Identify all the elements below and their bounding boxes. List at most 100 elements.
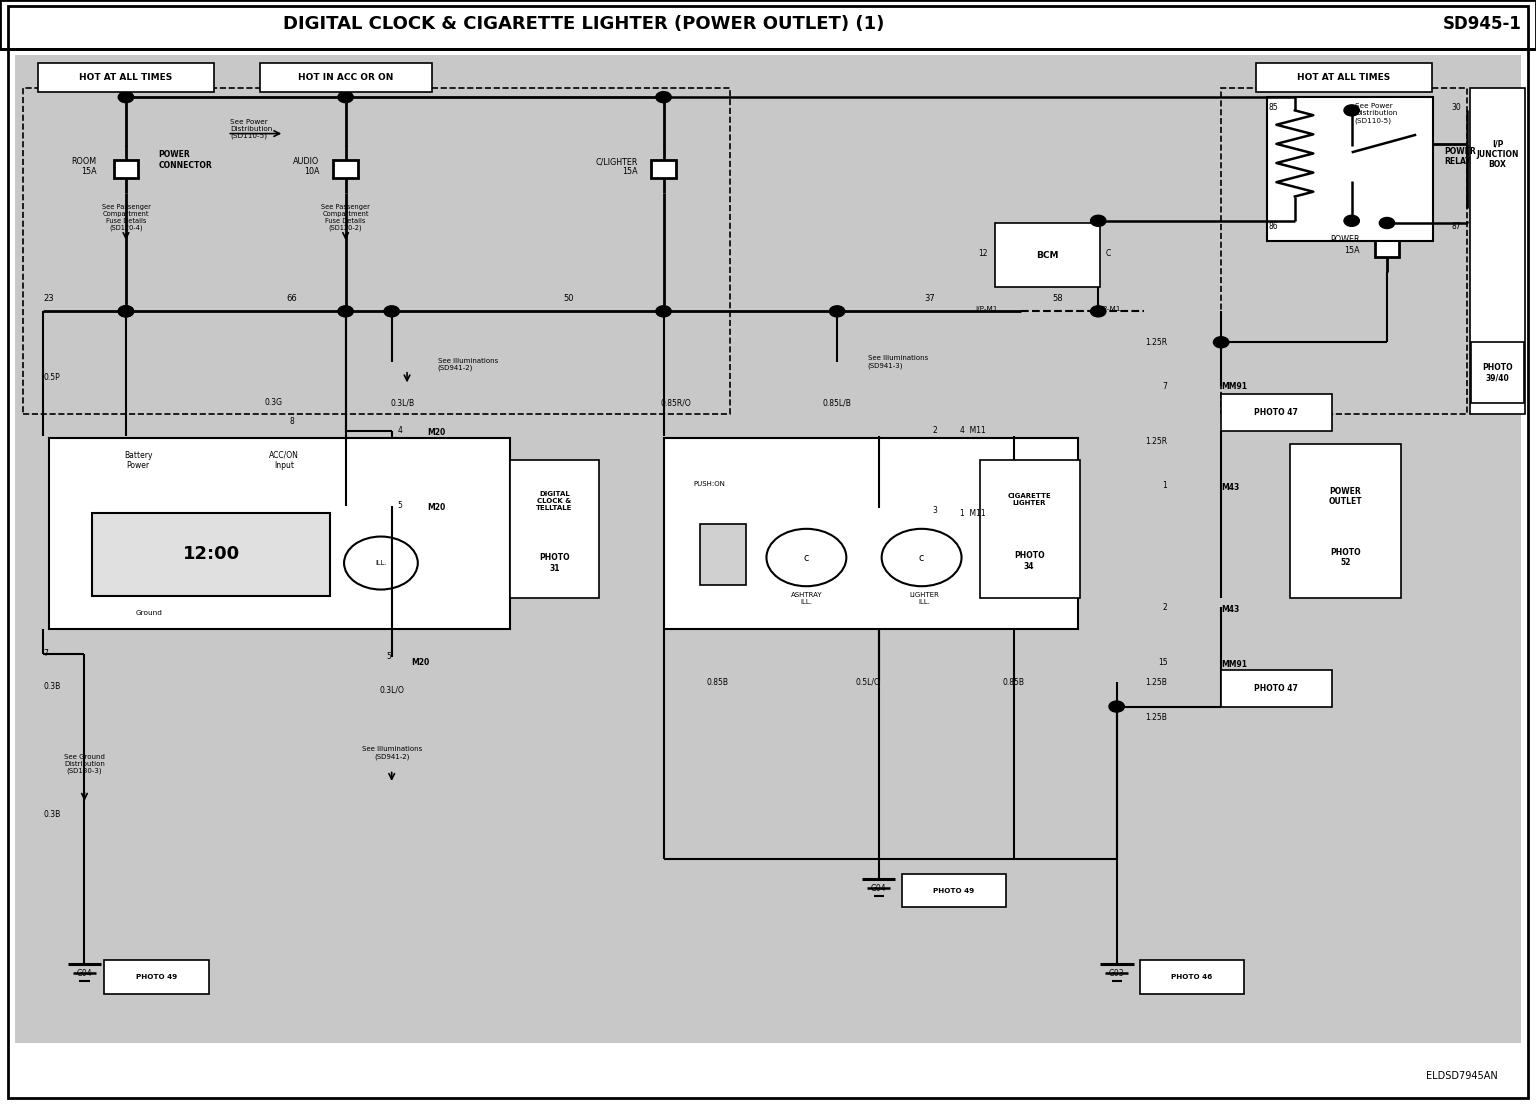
Text: 7: 7 <box>43 649 48 658</box>
Text: 0.3B: 0.3B <box>43 682 60 691</box>
Bar <box>333 160 358 178</box>
Bar <box>1221 394 1332 431</box>
Text: PUSH:ON: PUSH:ON <box>694 480 725 487</box>
Text: 1: 1 <box>1163 481 1167 490</box>
Text: PHOTO
52: PHOTO 52 <box>1330 548 1361 567</box>
Text: 66: 66 <box>287 294 296 302</box>
Text: See Power
Distribution
(SD110-5): See Power Distribution (SD110-5) <box>230 119 273 139</box>
Bar <box>980 460 1080 598</box>
Text: MM91: MM91 <box>1221 660 1247 669</box>
Text: 8: 8 <box>289 417 295 426</box>
Text: 23: 23 <box>43 294 54 302</box>
Text: DIGITAL
CLOCK &
TELLTALE: DIGITAL CLOCK & TELLTALE <box>536 491 573 511</box>
Text: M43: M43 <box>1221 605 1240 614</box>
Text: ACC/ON
Input: ACC/ON Input <box>269 450 300 470</box>
Text: HOT AT ALL TIMES: HOT AT ALL TIMES <box>80 73 172 82</box>
Text: 4: 4 <box>398 426 402 435</box>
Text: BCM: BCM <box>1037 251 1058 259</box>
Text: 0.85R/O: 0.85R/O <box>660 399 691 407</box>
Text: 5: 5 <box>387 652 392 661</box>
Text: 30: 30 <box>1452 103 1461 112</box>
Text: SD945-1: SD945-1 <box>1442 15 1522 33</box>
Text: ASHTRAY
ILL.: ASHTRAY ILL. <box>791 592 822 605</box>
Bar <box>23 88 730 414</box>
Text: See Illuminations
(SD941-2): See Illuminations (SD941-2) <box>438 358 498 371</box>
Bar <box>651 160 676 178</box>
Bar <box>664 438 1078 629</box>
Text: C/LIGHTER
15A: C/LIGHTER 15A <box>594 157 637 177</box>
Text: MM91: MM91 <box>1221 382 1247 391</box>
Text: I/P-M1: I/P-M1 <box>1098 306 1121 312</box>
Text: AUDIO
10A: AUDIO 10A <box>293 157 319 177</box>
Text: c: c <box>919 552 925 563</box>
Text: PHOTO 47: PHOTO 47 <box>1255 407 1298 417</box>
Text: 0.3G: 0.3G <box>264 399 283 407</box>
Text: M20: M20 <box>427 428 445 437</box>
Text: G03: G03 <box>1109 969 1124 978</box>
Text: See Power
Distribution
(SD110-5): See Power Distribution (SD110-5) <box>1355 104 1398 124</box>
Text: HOT IN ACC OR ON: HOT IN ACC OR ON <box>298 73 393 82</box>
Text: M20: M20 <box>427 503 445 512</box>
Bar <box>1221 88 1467 414</box>
Text: POWER
CONNECTOR: POWER CONNECTOR <box>158 150 212 170</box>
Text: 15: 15 <box>1158 658 1167 667</box>
Bar <box>510 460 599 598</box>
Circle shape <box>1344 215 1359 226</box>
Circle shape <box>656 92 671 103</box>
Text: G04: G04 <box>77 969 92 978</box>
Circle shape <box>1344 105 1359 116</box>
Text: ILL.: ILL. <box>375 560 387 566</box>
Circle shape <box>1091 306 1106 317</box>
Text: I/P-M1: I/P-M1 <box>975 306 998 312</box>
Text: M43: M43 <box>1221 484 1240 492</box>
Bar <box>260 63 432 92</box>
Text: PHOTO
34: PHOTO 34 <box>1014 551 1044 571</box>
Text: See Illuminations
(SD941-2): See Illuminations (SD941-2) <box>361 746 422 760</box>
Bar <box>104 960 209 994</box>
Text: POWER
OUTLET: POWER OUTLET <box>1329 487 1362 507</box>
Bar <box>1470 88 1525 414</box>
Text: 1.25B: 1.25B <box>1146 678 1167 687</box>
Bar <box>92 513 330 596</box>
Text: 50: 50 <box>564 294 573 302</box>
Text: 3: 3 <box>932 506 937 514</box>
Text: PHOTO
39/40: PHOTO 39/40 <box>1482 363 1513 382</box>
Bar <box>1471 342 1524 403</box>
Bar <box>902 874 1006 907</box>
Bar <box>1221 670 1332 707</box>
Text: ELDSD7945AN: ELDSD7945AN <box>1425 1071 1498 1082</box>
Text: 0.3L/B: 0.3L/B <box>390 399 415 407</box>
Text: 12:00: 12:00 <box>183 545 241 563</box>
Circle shape <box>338 92 353 103</box>
Text: Battery
Power: Battery Power <box>124 450 152 470</box>
Text: 0.3L/O: 0.3L/O <box>379 686 404 694</box>
Bar <box>37 63 215 92</box>
Text: 0.85L/B: 0.85L/B <box>823 399 851 407</box>
Text: 0.5L/O: 0.5L/O <box>856 678 880 687</box>
Text: PHOTO 46: PHOTO 46 <box>1172 974 1212 980</box>
Circle shape <box>1109 701 1124 712</box>
Text: 87: 87 <box>1452 222 1461 231</box>
Circle shape <box>118 306 134 317</box>
Text: 37: 37 <box>925 294 934 302</box>
Text: Ground: Ground <box>135 609 161 616</box>
Bar <box>700 524 746 585</box>
Text: M20: M20 <box>412 658 430 667</box>
Text: POWER
15A: POWER 15A <box>1330 235 1359 255</box>
Bar <box>0 0 1536 49</box>
Text: PHOTO 49: PHOTO 49 <box>934 888 974 894</box>
Text: 5: 5 <box>398 501 402 510</box>
Text: 1.25B: 1.25B <box>1146 713 1167 722</box>
Bar <box>995 223 1100 287</box>
Bar <box>1375 238 1399 256</box>
Circle shape <box>1379 217 1395 229</box>
Text: I/P
JUNCTION
BOX: I/P JUNCTION BOX <box>1476 140 1519 169</box>
Text: 12: 12 <box>978 250 988 258</box>
Circle shape <box>656 306 671 317</box>
Text: 58: 58 <box>1052 294 1063 302</box>
Text: LIGHTER
ILL.: LIGHTER ILL. <box>909 592 940 605</box>
Text: DIGITAL CLOCK & CIGARETTE LIGHTER (POWER OUTLET) (1): DIGITAL CLOCK & CIGARETTE LIGHTER (POWER… <box>283 15 885 33</box>
Text: ROOM
15A: ROOM 15A <box>72 157 97 177</box>
Bar <box>1267 97 1433 241</box>
Text: See Ground
Distribution
(SD130-3): See Ground Distribution (SD130-3) <box>65 754 104 774</box>
